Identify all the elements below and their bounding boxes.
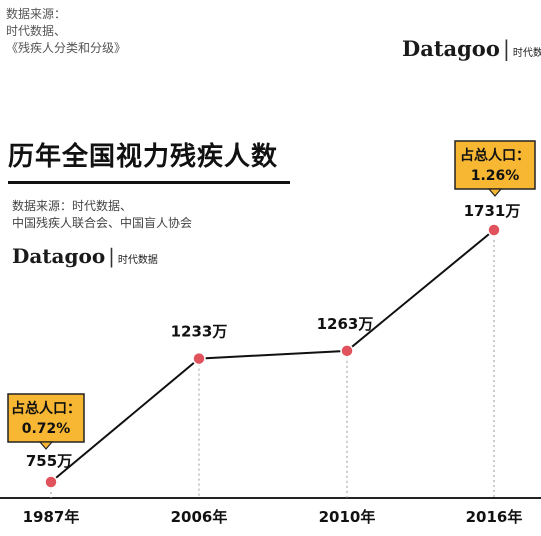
brand-separator: | (502, 37, 510, 61)
callout-text: 占总人口： (460, 147, 530, 164)
callout-pointer (487, 188, 503, 197)
data-point (487, 223, 501, 237)
chart-title: 历年全国视力残疾人数 (8, 142, 279, 172)
brand-separator: | (108, 244, 115, 268)
callout-text: 1.26% (471, 168, 520, 184)
data-label: 1263万 (317, 315, 374, 333)
callout-pointer (38, 441, 54, 450)
top-source-note: 数据来源： 时代数据、 《残疾人分类和分级》 (6, 6, 126, 57)
x-tick-label: 2016年 (466, 508, 523, 526)
data-point (340, 344, 354, 358)
brand-name: Datagoo (12, 244, 106, 268)
top-source-line: 数据来源： (6, 7, 67, 21)
top-source-line: 时代数据、 (6, 24, 67, 38)
x-tick-label: 1987年 (23, 508, 80, 526)
callout-text: 占总人口： (11, 400, 81, 417)
data-point (44, 475, 58, 489)
brand-subtitle: 时代数据 (117, 255, 158, 266)
callout-text: 0.72% (22, 421, 71, 437)
brand-logo-chart: Datagoo | 时代数据 (12, 244, 158, 268)
data-label: 1233万 (171, 323, 228, 341)
brand-name: Datagoo (402, 36, 500, 61)
brand-logo-top: Datagoo|时代数据 (402, 36, 541, 61)
brand-subtitle: 时代数据 (512, 48, 541, 59)
x-tick-label: 2006年 (171, 508, 228, 526)
x-tick-label: 2010年 (319, 508, 376, 526)
data-label: 755万 (26, 452, 72, 470)
series-line (50, 229, 495, 483)
callout-box: 占总人口： 1.26% (454, 140, 536, 197)
data-point (192, 351, 206, 366)
title-underline (8, 181, 290, 184)
chart-source-line: 中国残疾人联合会、中国盲人协会 (12, 216, 193, 230)
chart-source-line: 数据来源：时代数据、 (12, 199, 133, 213)
data-label: 1731万 (464, 202, 521, 220)
top-source-line: 《残疾人分类和分级》 (6, 41, 127, 55)
chart-source-note: 数据来源：时代数据、 中国残疾人联合会、中国盲人协会 (12, 198, 192, 232)
callout-box: 占总人口： 0.72% (7, 393, 85, 450)
